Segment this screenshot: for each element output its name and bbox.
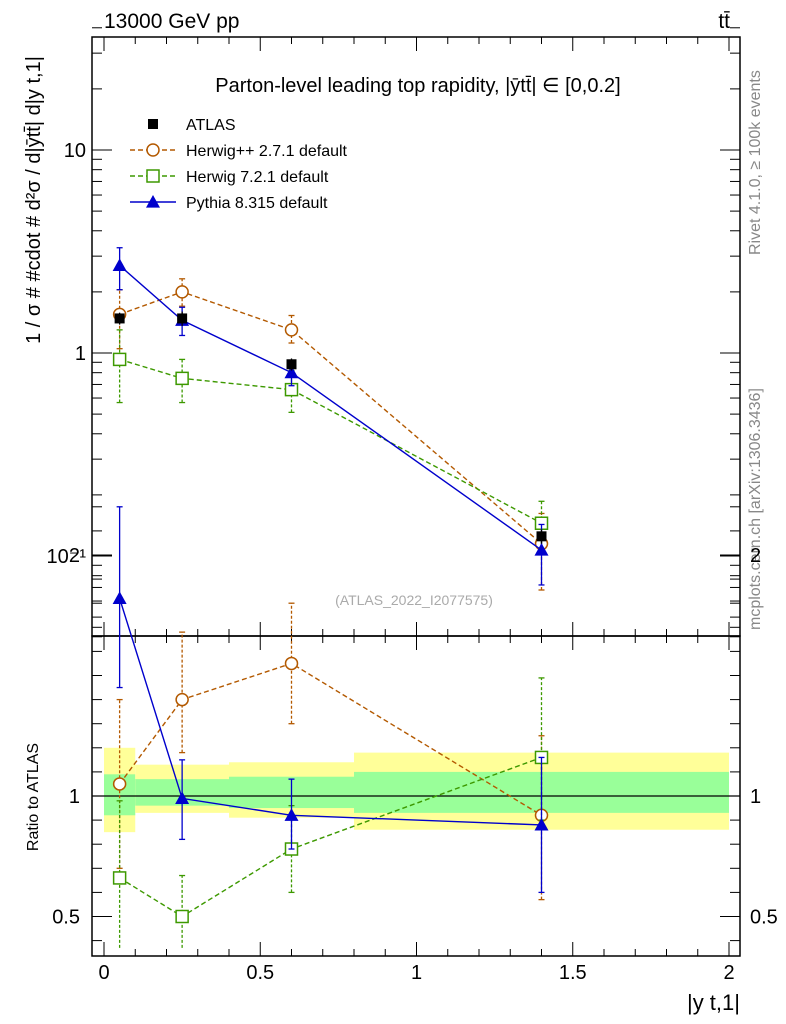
- ratio-y-tick-label: 0.5: [52, 907, 80, 929]
- data-point: [534, 817, 549, 831]
- ratio-y-tick-label-right: 0.5: [750, 907, 778, 929]
- ratio-series-herwig-2-7-1-default: [112, 602, 549, 901]
- data-point: [175, 371, 189, 386]
- data-point: [177, 313, 188, 324]
- legend: ATLAS Herwig++ 2.7.1 default Herwig 7.2.1 …: [130, 117, 348, 212]
- ratio-series-pythia-8-315-default: [112, 506, 549, 894]
- x-tick-label: 0.5: [246, 962, 274, 984]
- legend-entry: Herwig++ 2.7.1 default: [130, 143, 348, 160]
- ratio-panel: Ratio to ATLAS 0.5 0.5 1 1 2 2 0 0.5 1 1.5 2 |y t,…: [25, 506, 778, 1015]
- main-y-tick-label: 10: [64, 140, 86, 162]
- legend-marker: [146, 195, 160, 208]
- series-line: [119, 264, 542, 551]
- data-point: [534, 543, 549, 556]
- series-line: [119, 662, 542, 816]
- series-line: [119, 358, 542, 524]
- analysis-watermark: (ATLAS_2022_I2077575): [335, 592, 493, 608]
- legend-entry: ATLAS: [148, 117, 236, 134]
- main-ticks: [92, 27, 740, 638]
- ratio-ticks: [92, 506, 740, 956]
- data-point: [112, 591, 127, 604]
- data-point: [286, 359, 297, 370]
- legend-entry: Pythia 8.315 default: [130, 195, 328, 212]
- rivet-label: Rivet 4.1.0, ≥ 100k events: [747, 70, 764, 255]
- data-point: [112, 258, 127, 272]
- process-label: tt̄: [718, 10, 730, 33]
- ratio-tick-labels: 0.5 0.5 1 1 2 2 0 0.5 1 1.5 2: [52, 545, 778, 984]
- legend-label: Herwig++ 2.7.1 default: [186, 143, 348, 160]
- source-label: mcplots.cern.ch [arXiv:1306.3436]: [747, 388, 764, 630]
- data-point: [112, 777, 127, 791]
- legend-marker: [146, 169, 160, 183]
- ratio-y-tick-label: 2: [69, 545, 80, 567]
- x-tick-label: 1.5: [559, 962, 587, 984]
- legend-marker: [148, 119, 158, 129]
- ratio-y-tick-label-right: 1: [750, 786, 761, 808]
- series-line: [119, 756, 542, 918]
- data-point: [284, 365, 299, 379]
- data-point: [175, 285, 189, 299]
- series-line: [118, 598, 542, 826]
- data-point: [112, 352, 127, 367]
- ratio-series: [112, 506, 549, 948]
- main-y-axis-label: 1 / σ # #cdot # d²σ / d|ȳtt̄| d|y t,1|: [23, 56, 45, 344]
- main-y-tick-labels: 10⁻¹ 1 10: [47, 140, 87, 568]
- energy-label: 13000 GeV pp: [104, 10, 239, 33]
- main-series: [112, 247, 549, 591]
- data-point: [284, 656, 299, 671]
- ratio-y-axis-label: Ratio to ATLAS: [25, 743, 42, 851]
- data-point: [284, 808, 299, 821]
- data-point: [114, 313, 125, 324]
- main-panel: Parton-level leading top rapidity, |ȳtt…: [23, 27, 741, 638]
- ratio-y-tick-label: 1: [69, 786, 80, 808]
- x-tick-label: 1: [411, 962, 422, 984]
- main-series-atlas: [114, 311, 547, 544]
- data-point: [536, 531, 547, 542]
- legend-label: Herwig 7.2.1 default: [186, 169, 329, 186]
- data-point: [175, 909, 189, 924]
- main-y-tick-label: 10⁻¹: [47, 546, 87, 568]
- x-axis-label: |y t,1|: [687, 990, 740, 1015]
- legend-label: ATLAS: [186, 117, 236, 134]
- legend-marker: [146, 143, 160, 157]
- data-point: [175, 791, 190, 805]
- series-line: [119, 291, 542, 545]
- main-series-pythia-8-315-default: [112, 247, 549, 586]
- data-point: [284, 323, 299, 337]
- x-tick-label: 0: [98, 962, 109, 984]
- chart-title: Parton-level leading top rapidity, |ȳtt…: [215, 75, 620, 97]
- legend-label: Pythia 8.315 default: [186, 195, 328, 212]
- main-series-herwig-7-2-1-default: [112, 329, 549, 550]
- ratio-y-tick-label-right: 2: [750, 545, 761, 567]
- x-tick-label: 2: [723, 962, 734, 984]
- legend-entry: Herwig 7.2.1 default: [130, 169, 329, 186]
- data-point: [175, 692, 189, 707]
- data-point: [112, 871, 127, 885]
- main-y-tick-label: 1: [75, 343, 86, 365]
